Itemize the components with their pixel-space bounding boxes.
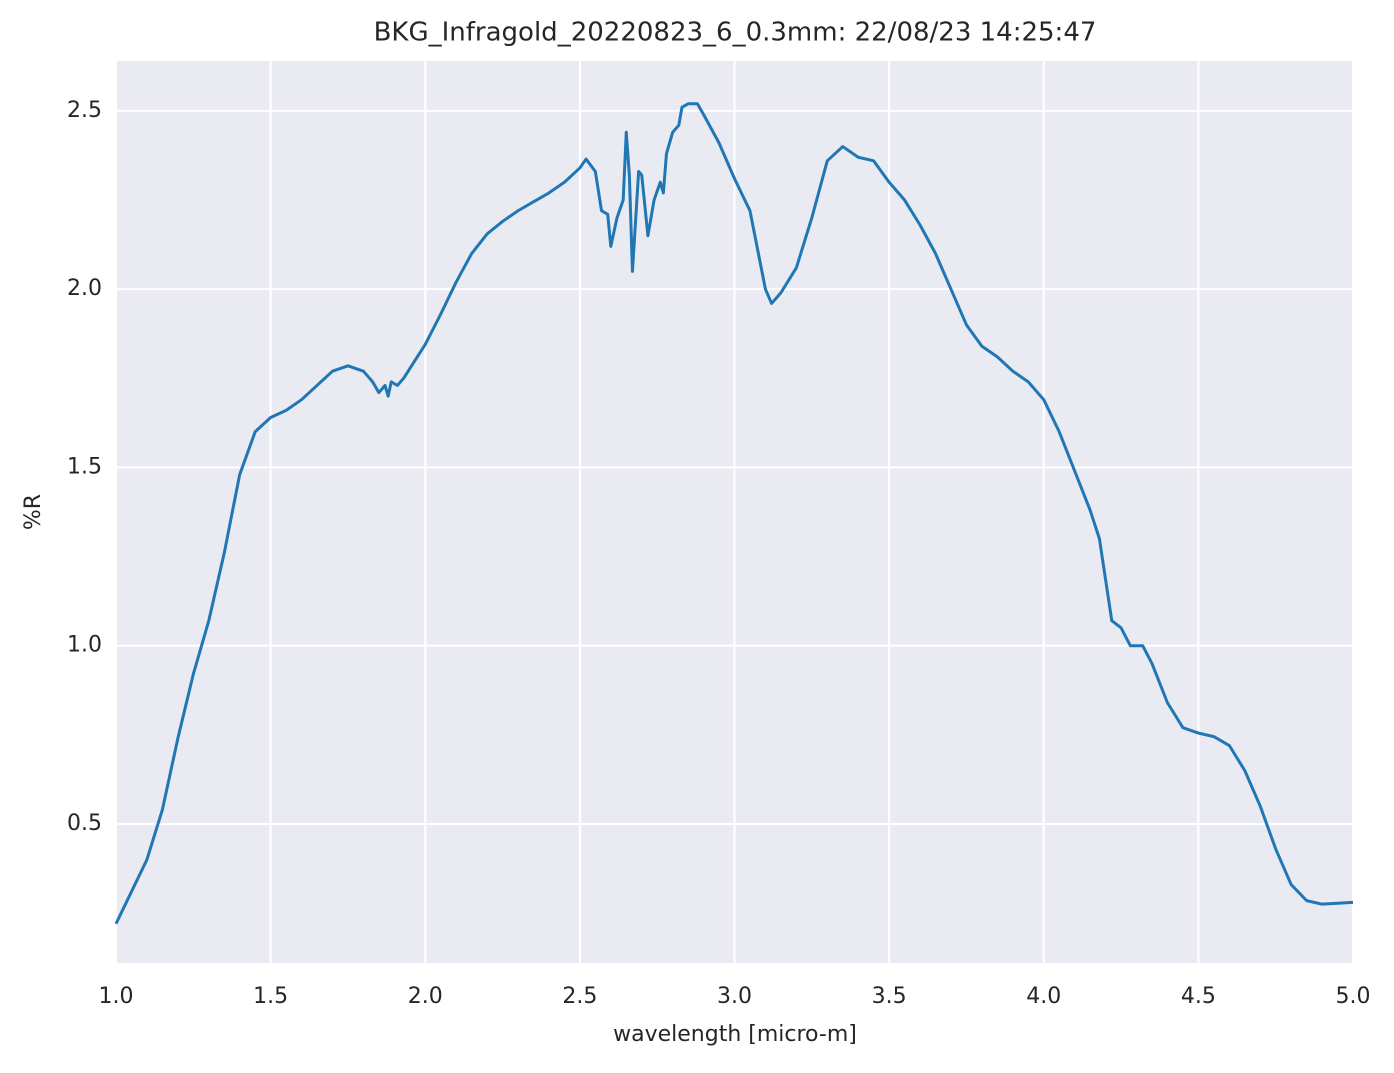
chart-title: BKG_Infragold_20220823_6_0.3mm: 22/08/23… — [374, 18, 1097, 48]
y-tick-label: 1.0 — [67, 633, 102, 658]
x-axis-label: wavelength [micro-m] — [613, 1022, 857, 1047]
y-tick-label: 2.5 — [67, 98, 102, 123]
x-tick-label: 3.0 — [717, 984, 752, 1009]
y-tick-label: 1.5 — [67, 454, 102, 479]
y-axis-label: %R — [21, 494, 46, 530]
y-tick-label: 0.5 — [67, 811, 102, 836]
x-tick-label: 4.0 — [1026, 984, 1061, 1009]
x-tick-label: 2.0 — [408, 984, 443, 1009]
x-tick-label: 2.5 — [562, 984, 597, 1009]
y-tick-label: 2.0 — [67, 276, 102, 301]
x-tick-label: 5.0 — [1336, 984, 1371, 1009]
x-tick-label: 1.0 — [99, 984, 134, 1009]
x-tick-label: 4.5 — [1181, 984, 1216, 1009]
x-tick-label: 3.5 — [872, 984, 907, 1009]
x-tick-label: 1.5 — [253, 984, 288, 1009]
data-line — [114, 102, 1354, 925]
